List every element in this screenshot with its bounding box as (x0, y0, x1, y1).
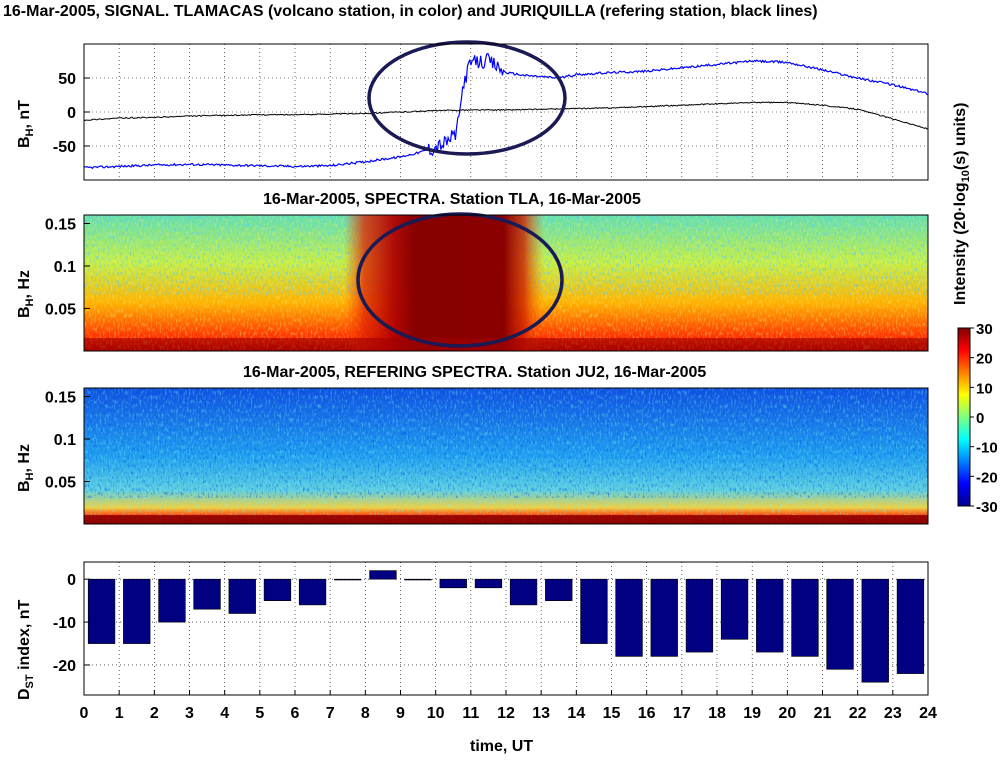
dst-x-tick-label: 12 (497, 705, 515, 722)
dst-bar (826, 578, 854, 670)
dst-x-tick-label: 14 (567, 705, 585, 722)
signal-y-tick-label: 0 (67, 105, 76, 122)
dst-bar (334, 578, 362, 581)
spectra-ju2-frame (83, 387, 929, 525)
dst-x-tick-label: 5 (255, 705, 264, 722)
spectra-tla-y-tick-label: 0.1 (54, 259, 76, 276)
dst-bar (685, 578, 714, 653)
dst-bar (158, 578, 186, 623)
spectra-ju2-y-tick-label: 0.15 (45, 390, 76, 407)
dst-x-ticks: 0 1 2 3 4 5 6 7 8 9 10 11 12 13 14 15 16 17 18 19 20 21 22 23 24 (80, 690, 937, 722)
spectra-tla-title: 16-Mar-2005, SPECTRA. Station TLA, 16-Ma… (263, 191, 641, 208)
dst-bar (298, 578, 327, 606)
dst-bar (580, 578, 608, 644)
dst-x-tick-label: 21 (814, 705, 832, 722)
dst-bar (474, 578, 503, 589)
dst-x-tick-label: 9 (396, 705, 405, 722)
dst-x-tick-label: 17 (673, 705, 691, 722)
dst-x-tick-label: 16 (638, 705, 656, 722)
dst-x-tick-label: 15 (603, 705, 621, 722)
dst-bar (228, 578, 256, 614)
spectra-ju2-y-tick-label: 0.1 (54, 432, 76, 449)
dst-bar (509, 578, 538, 606)
spectra-ju2-y-tick-label: 0.05 (45, 475, 76, 492)
dst-bar (404, 578, 432, 581)
dst-x-tick-label: 11 (462, 705, 479, 722)
colorbar-tick-label: 30 (976, 321, 993, 338)
colorbar-tick-label: -30 (976, 499, 998, 516)
colorbar-tick-label: 20 (976, 351, 993, 368)
dst-bar (756, 578, 784, 653)
signal-title: 16-Mar-2005, SIGNAL. TLAMACAS (volcano s… (3, 3, 818, 20)
dst-x-tick-label: 1 (115, 705, 124, 722)
x-axis-label: time, UT (470, 738, 534, 755)
dst-x-tick-label: 18 (708, 705, 726, 722)
dst-bar (369, 570, 397, 580)
colorbar-tick-label: 0 (976, 410, 984, 427)
dst-bar (193, 578, 221, 610)
dst-x-tick-label: 2 (150, 705, 159, 722)
dst-bar (87, 578, 116, 644)
spectra-tla-heatmap (84, 215, 928, 351)
reference-signal-line (83, 101, 929, 130)
dst-plot-area (84, 562, 928, 695)
spectra-tla-y-ticks: 0.05 0.1 0.15 (45, 217, 90, 319)
dst-y-tick-label: 0 (67, 572, 76, 589)
volcano-signal-line (83, 52, 929, 170)
spectra-tla-y-tick-label: 0.15 (45, 217, 76, 234)
dst-bar (615, 578, 643, 657)
dst-bar (123, 578, 151, 644)
dst-bar (791, 578, 819, 657)
dst-x-tick-label: 3 (185, 705, 194, 722)
signal-y-tick-label: -50 (53, 139, 76, 156)
dst-bar (263, 578, 292, 602)
spectra-tla-y-tick-label: 0.05 (45, 302, 76, 319)
spectra-ju2-heatmap (84, 388, 928, 524)
dst-x-tick-label: 23 (884, 705, 902, 722)
spectra-ju2-title: 16-Mar-2005, REFERING SPECTRA. Station J… (243, 364, 707, 381)
dst-x-tick-label: 24 (919, 705, 937, 722)
dst-bar (650, 578, 678, 657)
dst-x-tick-label: 19 (743, 705, 761, 722)
dst-x-tick-label: 4 (220, 705, 229, 722)
spectra-highlight-ellipse (356, 212, 564, 348)
dst-x-tick-label: 20 (778, 705, 796, 722)
signal-y-tick-label: 50 (58, 71, 76, 88)
dst-x-tick-label: 8 (361, 705, 370, 722)
signal-y-ticks: -50 0 50 (53, 71, 90, 156)
dst-y-ticks: 0 -10 -20 (53, 572, 90, 675)
dst-x-tick-label: 13 (532, 705, 550, 722)
dst-bars (87, 570, 925, 683)
dst-x-tick-label: 10 (427, 705, 445, 722)
colorbar-tick-label: -20 (976, 469, 998, 486)
dst-x-tick-label: 6 (291, 705, 300, 722)
dst-grid (84, 562, 928, 695)
dst-bar (720, 578, 749, 640)
colorbar-tick-label: -10 (976, 440, 998, 457)
colorbar (957, 327, 971, 507)
dst-bar (545, 578, 573, 602)
spectra-tla-frame (83, 214, 929, 352)
dst-y-tick-label: -10 (53, 615, 76, 632)
dst-bar (896, 578, 925, 674)
dst-x-tick-label: 7 (326, 705, 335, 722)
colorbar-tick-label: 10 (976, 380, 993, 397)
spectra-ju2-y-ticks: 0.05 0.1 0.15 (45, 390, 90, 492)
dst-bar (861, 578, 889, 683)
colorbar-ticks: 30 20 10 0 -10 -20 -30 (970, 321, 998, 516)
dst-bar (439, 578, 467, 589)
dst-y-tick-label: -20 (53, 658, 76, 675)
dst-x-tick-label: 22 (849, 705, 867, 722)
signal-highlight-ellipse (367, 40, 567, 156)
dst-x-tick-label: 0 (80, 705, 89, 722)
